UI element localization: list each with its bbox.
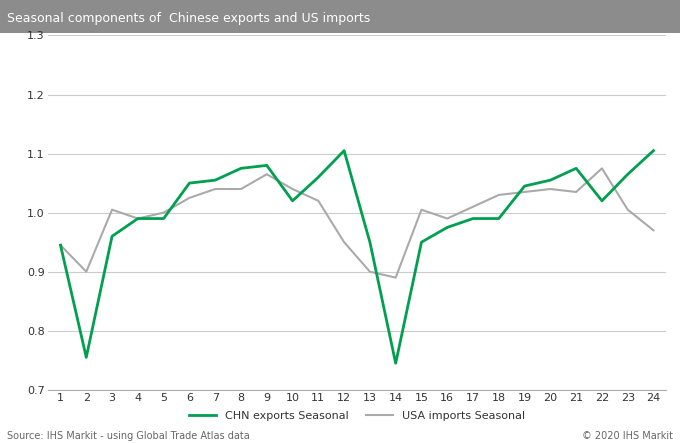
Text: Seasonal components of  Chinese exports and US imports: Seasonal components of Chinese exports a… <box>7 12 370 25</box>
Text: © 2020 IHS Markit: © 2020 IHS Markit <box>582 431 673 441</box>
Legend: CHN exports Seasonal, USA imports Seasonal: CHN exports Seasonal, USA imports Season… <box>184 406 530 425</box>
Text: Source: IHS Markit - using Global Trade Atlas data: Source: IHS Markit - using Global Trade … <box>7 431 250 441</box>
